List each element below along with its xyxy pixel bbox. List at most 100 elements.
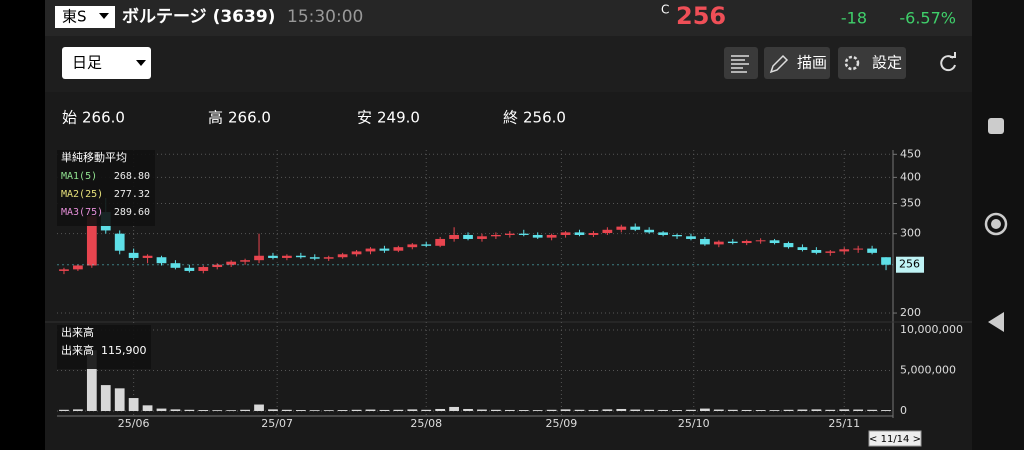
candle-body (755, 240, 766, 242)
volume-bar (295, 410, 306, 411)
nav-home[interactable] (984, 212, 1008, 236)
price-flag: C (661, 3, 669, 17)
x-tick-label: 25/08 (410, 417, 442, 430)
candle-body (588, 233, 599, 235)
y-tick-label: 350 (900, 196, 921, 209)
candle-body (128, 252, 139, 258)
ohlc-label: 始 (62, 109, 77, 127)
settings-button[interactable] (838, 47, 906, 79)
volume-bar (546, 409, 557, 411)
candle-body (518, 233, 529, 235)
volume-bar (727, 409, 738, 411)
candle-body (727, 241, 738, 244)
volume-bar (421, 409, 432, 411)
ohlc-value: 256.0 (523, 109, 566, 127)
candle-body (435, 238, 446, 246)
volume-bar (114, 388, 125, 411)
candle-body (853, 248, 864, 250)
candle-body (337, 254, 348, 258)
candle-body (73, 265, 83, 270)
period-select[interactable] (62, 47, 151, 79)
candle-body (881, 257, 891, 265)
refresh-icon[interactable] (940, 55, 956, 72)
candle-body (602, 229, 613, 234)
candle-body (560, 232, 571, 235)
candle-body (114, 233, 125, 251)
volume-label: 出来高 (61, 343, 94, 357)
volume-bar (198, 410, 209, 411)
candle-body (686, 236, 696, 239)
volume-bar (393, 409, 404, 411)
candle-body (393, 247, 404, 251)
candle-body (797, 247, 808, 250)
volume-bar (574, 409, 585, 411)
candle-body (59, 269, 69, 271)
volume-bar (769, 410, 780, 411)
ohlc-label: 終 (503, 109, 518, 127)
x-tick-label: 25/06 (118, 417, 150, 430)
period: 日足 (72, 54, 102, 72)
candle-body (282, 255, 292, 258)
settings-label: 設定 (872, 54, 902, 72)
x-tick-label: 25/09 (546, 417, 578, 430)
candle-body (644, 229, 655, 233)
volume-bar (839, 409, 850, 411)
candle-body (309, 257, 320, 259)
candle-body (546, 234, 557, 238)
volume-tick-label: 10,000,000 (900, 323, 963, 336)
candle-body (463, 234, 473, 239)
last-price-badge (896, 256, 924, 273)
candle-body (295, 255, 306, 258)
nav-recent[interactable] (988, 118, 1004, 134)
volume-bar (86, 350, 97, 411)
candle-body (532, 234, 543, 238)
ma-name: MA1(5) (61, 171, 97, 182)
indicator-icon (731, 55, 749, 73)
ohlc-value: 266.0 (82, 109, 125, 127)
volume-bar (254, 404, 264, 411)
volume-bar (532, 410, 543, 411)
draw-button[interactable] (764, 47, 830, 79)
ma-legend-bg (57, 150, 155, 226)
nav-home-dot (991, 219, 1001, 229)
volume-legend-bg (57, 325, 151, 369)
ohlc-value: 266.0 (228, 109, 271, 127)
ma-name: MA3(75) (61, 207, 103, 218)
x-tick-label: 25/07 (261, 417, 293, 430)
nav-back[interactable] (988, 312, 1004, 332)
volume-bar (156, 408, 167, 411)
candle-body (700, 238, 710, 245)
volume-tick-label: 5,000,000 (900, 364, 956, 377)
volume-bar (560, 409, 571, 411)
candle-body (769, 240, 780, 244)
y-tick-label: 400 (900, 170, 921, 183)
volume-bar (477, 409, 487, 411)
candle-body (783, 243, 794, 248)
indicator-button[interactable] (724, 47, 758, 79)
chart-bg (45, 92, 972, 450)
x-tick-label: 25/11 (828, 417, 860, 430)
candle-body (741, 240, 752, 244)
candle-body (254, 255, 264, 261)
candle-body (477, 236, 487, 239)
market-select[interactable] (55, 6, 115, 28)
y-tick-label: 300 (900, 227, 921, 240)
volume-bar (881, 410, 891, 411)
candle-body (365, 248, 376, 252)
candle-body (170, 263, 181, 268)
volume-bar (170, 409, 181, 411)
volume-bar (630, 409, 641, 411)
volume-bar (504, 409, 515, 411)
candle-body (268, 255, 278, 258)
date-badge: < 11/14 > (869, 434, 921, 445)
volume-tick-label: 0 (900, 404, 907, 417)
candle-body (616, 226, 627, 230)
x-tick-label: 25/10 (678, 417, 710, 430)
draw-label: 描画 (797, 54, 827, 72)
candle-body (198, 267, 209, 271)
candle-body (449, 234, 459, 239)
volume-bar (741, 409, 752, 411)
candle-body (825, 251, 836, 253)
ma-legend-title: 単純移動平均 (61, 150, 127, 164)
